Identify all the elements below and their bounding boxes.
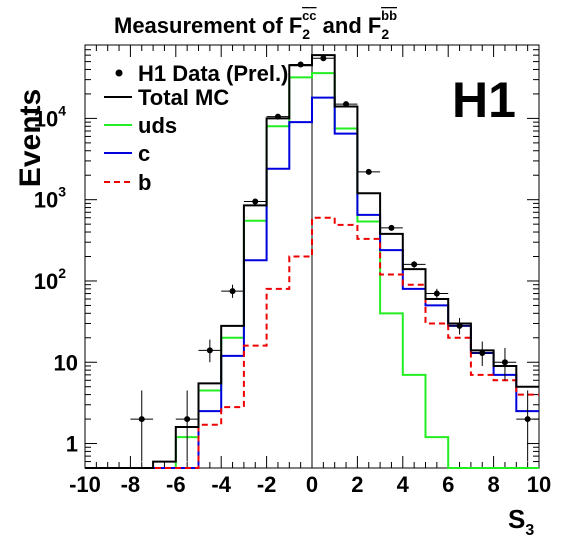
x-tick-label: -6 xyxy=(166,472,186,497)
legend: H1 Data (Prel.) Total MC uds c b xyxy=(104,61,288,195)
x-tick-label: -4 xyxy=(211,472,231,497)
data-point xyxy=(448,318,471,335)
h1-logo: H1 xyxy=(452,72,516,128)
data-point xyxy=(221,284,244,298)
data-point xyxy=(130,390,154,462)
legend-marker-data xyxy=(115,69,123,77)
legend-label-data: H1 Data (Prel.) xyxy=(138,61,288,86)
data-point xyxy=(380,224,403,231)
data-point xyxy=(516,390,539,462)
y-tick-label: 1 xyxy=(66,432,78,457)
x-tick-label: -2 xyxy=(257,472,277,497)
x-tick-labels: -10 -8 -6 -4 -2 0 2 4 6 8 10 xyxy=(69,472,551,497)
data-point xyxy=(470,341,494,366)
data-point xyxy=(243,198,267,205)
x-tick-label: -8 xyxy=(121,472,141,497)
legend-label-total: Total MC xyxy=(138,85,229,110)
title-sup: c xyxy=(302,8,309,23)
title-sub: 2 xyxy=(381,26,389,42)
legend-label-c: c xyxy=(138,141,150,166)
data-point xyxy=(357,168,381,175)
data-point xyxy=(266,113,290,120)
x-tick-label: 0 xyxy=(306,472,318,497)
data-point xyxy=(402,261,426,268)
y-tick-label: 104 xyxy=(34,102,66,131)
axis-ticks xyxy=(84,44,540,469)
data-point xyxy=(425,288,449,300)
y-tick-label: 10 xyxy=(54,350,78,375)
chart-title: Measurement of F2cc and F2bb xyxy=(114,8,397,42)
title-sup: b xyxy=(381,8,389,23)
y-tick-labels: 1 10 102 103 104 xyxy=(34,102,78,456)
x-tick-label: 2 xyxy=(351,472,363,497)
data-point xyxy=(334,101,358,108)
title-part: and F xyxy=(317,13,382,38)
legend-label-uds: uds xyxy=(138,113,177,138)
data-point xyxy=(198,339,222,363)
x-tick-label: 10 xyxy=(527,472,551,497)
title-sup: c xyxy=(309,8,316,23)
data-point xyxy=(289,61,312,68)
data-point xyxy=(175,390,199,462)
data-points xyxy=(130,55,539,462)
title-part: Measurement of F xyxy=(114,13,302,38)
title-sup: b xyxy=(389,8,397,23)
data-point xyxy=(493,347,517,381)
data-point xyxy=(312,55,335,62)
title-sub: 2 xyxy=(302,26,310,42)
histogram-total-mc xyxy=(85,54,539,469)
y-axis-label: Events xyxy=(14,89,47,187)
legend-label-b: b xyxy=(138,170,151,195)
x-tick-label: 4 xyxy=(397,472,410,497)
y-tick-label: 103 xyxy=(34,184,66,213)
x-tick-label: 6 xyxy=(442,472,454,497)
x-tick-label: 8 xyxy=(487,472,499,497)
x-tick-label: -10 xyxy=(69,472,101,497)
y-tick-label: 102 xyxy=(34,265,66,294)
x-axis-label: S3 xyxy=(508,504,534,539)
